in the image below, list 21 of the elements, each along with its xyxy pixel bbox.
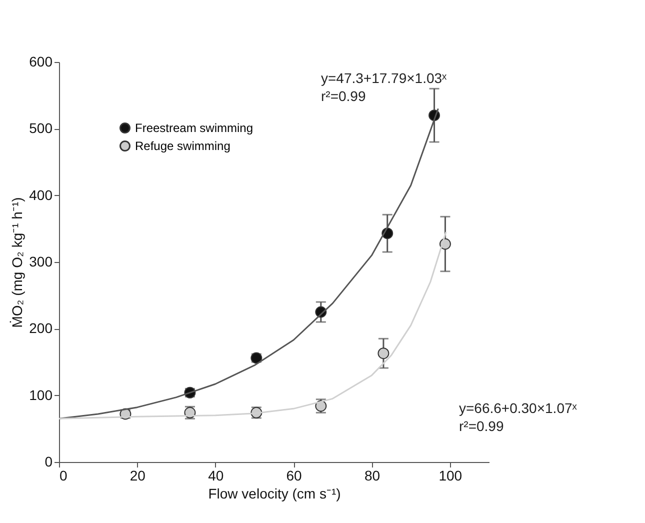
x-tick-label: 20	[130, 468, 146, 484]
legend-label: Freestream swimming	[135, 121, 254, 135]
x-tick-label: 100	[438, 468, 462, 484]
annotation: y=47.3+17.79×1.03ˣ r²=0.99	[321, 70, 448, 104]
x-tick-label: 60	[286, 468, 302, 484]
y-axis-title: ṀO₂ (mg O₂ kg⁻¹ h⁻¹)	[9, 197, 26, 328]
x-tick-label: 40	[208, 468, 224, 484]
y-tick-label: 400	[29, 186, 53, 203]
legend-label: Refuge swimming	[135, 139, 230, 153]
y-tick-label: 500	[29, 120, 53, 136]
y-tick-label: 0	[44, 454, 53, 470]
y-tick-label: 600	[29, 54, 53, 70]
point	[378, 348, 390, 360]
line-series	[58, 231, 447, 420]
annotation: y=66.6+0.30×1.07ˣ r²=0.99	[459, 400, 578, 434]
y-tick-label: 200	[29, 320, 53, 336]
x-axis-title: Flow velocity (cm s⁻¹)	[208, 486, 341, 502]
x-tick-label: 80	[364, 468, 380, 484]
y-tick-label: 100	[29, 386, 53, 403]
x-tick-label: 0	[60, 468, 68, 484]
y-tick-label: 300	[29, 254, 53, 270]
